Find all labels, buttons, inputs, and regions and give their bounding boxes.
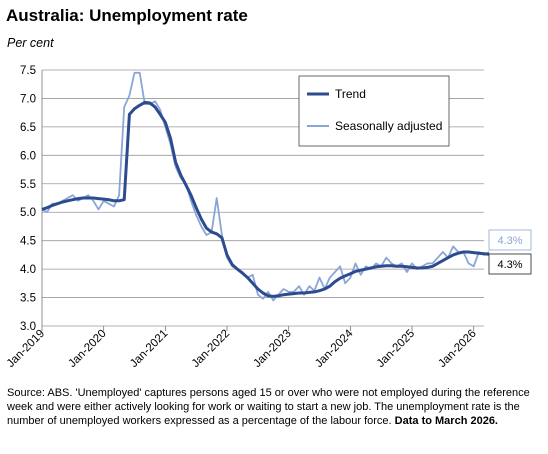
x-tick-label: Jan-2022 (190, 328, 232, 370)
series-layer (41, 71, 490, 302)
y-tick-label: 7.5 (20, 65, 36, 77)
seasonal-end-label: 4.3% (497, 235, 522, 247)
x-tick-label: Jan-2021 (128, 328, 170, 370)
x-tick-label: Jan-2025 (375, 328, 417, 370)
legend-layer: Trend Seasonally adjusted (298, 75, 450, 147)
y-tick-label: 7.0 (20, 93, 36, 105)
legend-label-seasonal: Seasonally adjusted (335, 119, 442, 133)
trend-series-line (41, 100, 490, 298)
x-tick-label: Jan-2020 (66, 328, 108, 370)
x-tick-label: Jan-2024 (313, 327, 356, 370)
data-date-note: Data to March 2026. (394, 415, 498, 427)
x-tick-label: Jan-2019 (5, 328, 47, 370)
x-tick-label: Jan-2026 (436, 328, 478, 370)
source-note: Source: ABS. 'Unemployed' captures perso… (7, 386, 539, 428)
seasonal-end-label-box (488, 229, 532, 251)
y-tick-label: 6.0 (20, 150, 36, 162)
y-tick-label: 4.0 (20, 264, 36, 276)
y-tick-label: 5.0 (20, 207, 36, 219)
y-tick-label: 4.5 (20, 236, 36, 248)
end-label-layer: 4.3% 4.3% (488, 229, 532, 275)
source-text: Source: ABS. 'Unemployed' captures perso… (7, 387, 530, 427)
y-axis-unit-label: Per cent (7, 36, 54, 50)
x-tick-label: Jan-2023 (251, 328, 293, 370)
y-tick-label: 5.5 (20, 179, 36, 191)
y-tick-label: 3.0 (20, 321, 36, 333)
chart-title: Australia: Unemployment rate (6, 6, 248, 25)
legend-box (298, 75, 450, 147)
y-tick-label: 6.5 (20, 122, 36, 134)
legend-label-trend: Trend (335, 87, 366, 101)
trend-end-label: 4.3% (497, 259, 522, 271)
trend-end-label-box (488, 253, 532, 275)
y-tick-label: 3.5 (20, 293, 36, 305)
